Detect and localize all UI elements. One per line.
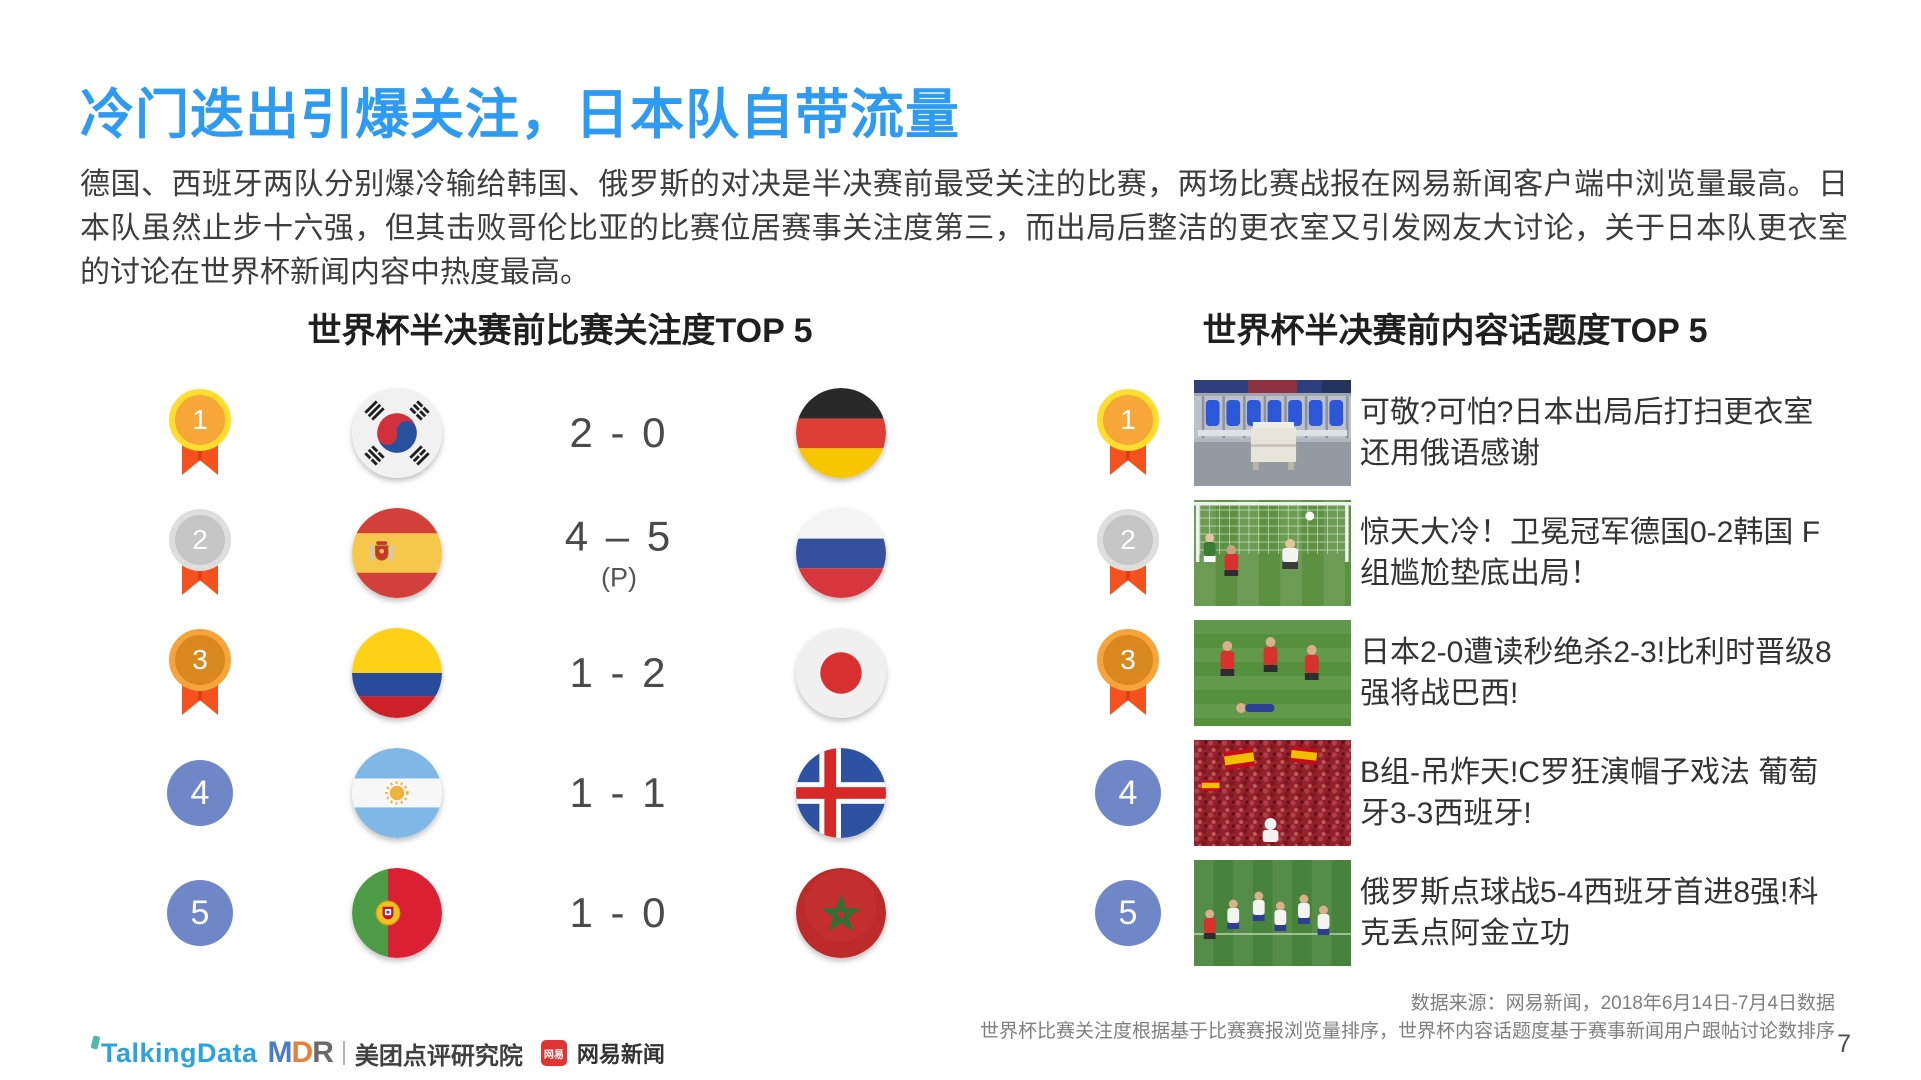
- rank-number: 1: [1120, 404, 1136, 435]
- rank-circle-icon: 4: [167, 760, 233, 826]
- gold-medal-icon: 1: [1096, 389, 1160, 477]
- japan-locker-room-photo: [1194, 380, 1351, 486]
- flag-spain-icon: [352, 508, 442, 598]
- rank-number: 5: [190, 893, 210, 932]
- flag-japan-icon: [796, 628, 886, 718]
- match-row: 4 1 - 1: [0, 733, 1921, 853]
- bronze-medal-icon: 3: [1096, 629, 1160, 717]
- page-title: 冷门迭出引爆关注，日本队自带流量: [80, 85, 960, 145]
- rank-number: 4: [1118, 773, 1138, 812]
- logo-divider: [342, 1041, 345, 1065]
- topic-row: 1 可敬?可怕?日本出局后打扫更衣室 还用俄语感谢: [0, 373, 1921, 493]
- netease-app-icon: 网易: [540, 1040, 567, 1066]
- talkingdata-mark-icon: [90, 1034, 101, 1050]
- topic-row: 4 B组-吊炸天!C罗狂演帽子戏法 葡萄牙3-3西班牙!: [0, 733, 1921, 853]
- topic-row: 2 惊天大冷！卫冕冠军德国0-2韩国 F组尴尬垫底出局！: [0, 493, 1921, 613]
- japan-belgium-match-photo: [1194, 620, 1351, 726]
- flag-south-korea-icon: [352, 388, 442, 478]
- match-row: 2 4 – 5 (P): [0, 493, 1921, 613]
- footer-logos: TalkingData MDR 美团点评研究院 网易 网易新闻: [90, 1034, 665, 1070]
- page-number: 7: [1837, 1030, 1851, 1058]
- match-score: 2 - 0: [569, 409, 669, 456]
- rank-number: 1: [192, 404, 208, 435]
- netease-news-logo: 网易新闻: [576, 1042, 665, 1067]
- topic-headline: 惊天大冷！卫冕冠军德国0-2韩国 F组尴尬垫底出局！: [1360, 516, 1821, 590]
- match-row: 3 1 - 2: [0, 613, 1921, 733]
- silver-medal-icon: 2: [1096, 509, 1160, 597]
- rank-circle-icon: 5: [1095, 880, 1161, 946]
- topic-headline: B组-吊炸天!C罗狂演帽子戏法 葡萄牙3-3西班牙!: [1360, 756, 1819, 830]
- topic-headline: 可敬?可怕?日本出局后打扫更衣室 还用俄语感谢: [1360, 396, 1814, 470]
- talkingdata-logo: TalkingData: [90, 1034, 258, 1069]
- topic-row: 3 日本2-0遭读秒绝杀2-3!比利时晋级8强将战巴西!: [0, 613, 1921, 733]
- match-score: 4 – 5 (P): [564, 512, 674, 593]
- portugal-spain-crowd-photo: [1194, 740, 1351, 846]
- match-row: 5 1 - 0: [0, 853, 1921, 973]
- match-ranking-header: 世界杯半决赛前比赛关注度TOP 5: [307, 312, 813, 350]
- rank-number: 2: [1120, 524, 1136, 555]
- match-score: 1 - 1: [569, 769, 669, 816]
- flag-morocco-icon: [796, 868, 886, 958]
- rank-number: 4: [190, 773, 210, 812]
- rank-circle-icon: 4: [1095, 760, 1161, 826]
- rank-circle-icon: 5: [167, 880, 233, 946]
- rank-number: 3: [1120, 644, 1136, 675]
- germany-korea-goal-photo: [1194, 500, 1351, 606]
- rank-number: 5: [1118, 893, 1138, 932]
- match-row: 1 2 - 0: [0, 373, 1921, 493]
- gold-medal-icon: 1: [168, 389, 232, 477]
- flag-iceland-icon: [796, 748, 886, 838]
- meituan-institute-logo: 美团点评研究院: [354, 1042, 523, 1070]
- topic-ranking-header: 世界杯半决赛前内容话题度TOP 5: [1202, 312, 1708, 350]
- rank-number: 3: [192, 644, 208, 675]
- bronze-medal-icon: 3: [168, 629, 232, 717]
- russia-spain-penalty-photo: [1194, 860, 1351, 966]
- data-source-line: 数据来源：网易新闻，2018年6月14日-7月4日数据: [1410, 993, 1835, 1014]
- topic-headline: 日本2-0遭读秒绝杀2-3!比利时晋级8强将战巴西!: [1360, 636, 1832, 710]
- mdr-logo: MDR: [267, 1036, 334, 1069]
- flag-germany-icon: [796, 388, 886, 478]
- topic-headline: 俄罗斯点球战5-4西班牙首进8强!科克丢点阿金立功: [1360, 876, 1819, 950]
- match-score: 1 - 0: [569, 889, 669, 936]
- topic-row: 5 俄罗斯点球战5-4西班牙首进8强!科克丢点阿金立功: [0, 853, 1921, 973]
- methodology-line: 世界杯比赛关注度根据基于比赛赛报浏览量排序，世界杯内容话题度基于赛事新闻用户跟帖…: [979, 1021, 1835, 1042]
- rank-number: 2: [192, 524, 208, 555]
- intro-paragraph: 德国、西班牙两队分别爆冷输给韩国、俄罗斯的对决是半决赛前最受关注的比赛，两场比赛…: [80, 168, 1848, 289]
- flag-colombia-icon: [352, 628, 442, 718]
- silver-medal-icon: 2: [168, 509, 232, 597]
- match-score: 1 - 2: [569, 649, 669, 696]
